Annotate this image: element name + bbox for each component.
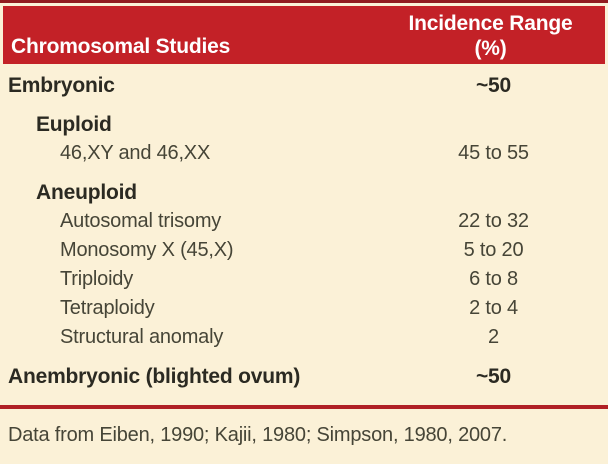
table-header: Chromosomal Studies Incidence Range (%) [3,6,605,64]
row-label: Tetraploidy [60,297,155,319]
row-label: 46,XY and 46,XX [60,142,211,164]
row-label: Monosomy X (45,X) [60,239,234,261]
row-value: 45 to 55 [458,142,529,164]
row-label: Structural anomaly [60,326,224,348]
table-row: Monosomy X (45,X) 5 to 20 [0,236,608,265]
row-value: 5 to 20 [463,239,524,261]
row-label: Embryonic [8,73,115,97]
row-value: 2 to 4 [469,297,518,319]
incidence-range-label: Incidence Range [408,12,573,35]
row-label: Autosomal trisomy [60,210,222,232]
table-row: Autosomal trisomy 22 to 32 [0,207,608,236]
data-source-footnote: Data from Eiben, 1990; Kajii, 1980; Simp… [8,424,508,446]
separator-rule [0,405,608,409]
table-row: Triploidy 6 to 8 [0,265,608,294]
table-row: Anembryonic (blighted ovum) ~50 [0,362,608,391]
table-row: Tetraploidy 2 to 4 [0,294,608,323]
column-header-chromosomal-studies: Chromosomal Studies [11,35,231,58]
table-body: Embryonic ~50 Euploid 46,XY and 46,XX 45… [0,64,608,391]
table-row: Structural anomaly 2 [0,323,608,352]
row-value: 22 to 32 [458,210,529,232]
table-row: 46,XY and 46,XX 45 to 55 [0,139,608,168]
row-label: Triploidy [60,268,134,290]
row-label: Anembryonic (blighted ovum) [8,364,301,388]
row-label: Euploid [36,112,112,136]
table-row: Euploid [0,110,608,139]
column-header-incidence-range: Incidence Range (%) [378,6,603,64]
row-value: ~50 [475,364,512,388]
table-row: Aneuploid [0,178,608,207]
row-label: Aneuploid [36,180,137,204]
row-value: 2 [488,326,499,348]
top-rule [0,0,608,3]
table-row: Embryonic ~50 [0,71,608,100]
incidence-range-unit: (%) [474,37,507,60]
row-value: 6 to 8 [469,268,518,290]
row-value: ~50 [475,73,512,97]
